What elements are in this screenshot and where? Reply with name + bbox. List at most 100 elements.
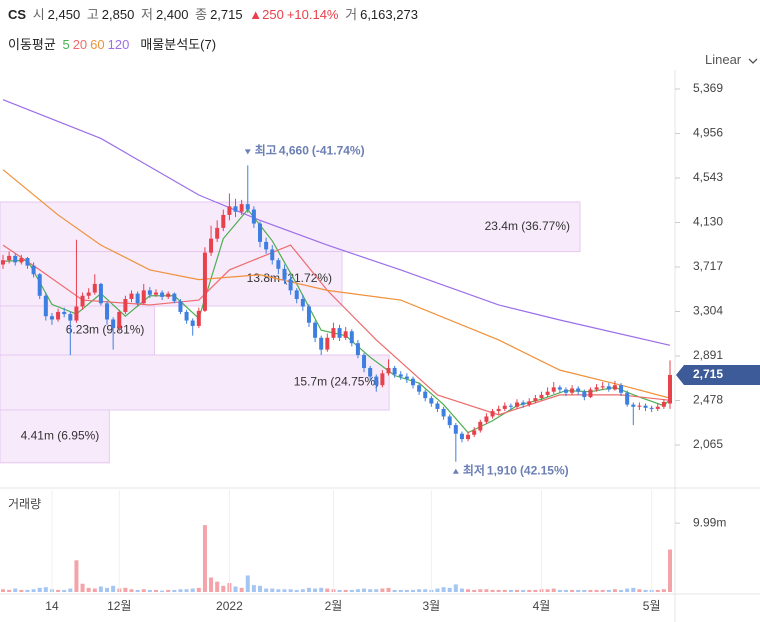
price-tag-label: 2,715	[693, 367, 723, 381]
candle-body	[582, 391, 587, 398]
volume-bar	[68, 588, 73, 592]
volume-bar	[643, 589, 648, 592]
candle-body	[643, 405, 648, 408]
candle-body	[25, 258, 30, 266]
volume-bar	[62, 589, 67, 592]
volume-bar	[521, 589, 526, 592]
profile-bar	[0, 409, 110, 464]
volume-bar	[417, 589, 422, 592]
candle-body	[270, 249, 275, 261]
profile-label[interactable]: 매물분석도(7)	[140, 37, 217, 52]
legend-entry[interactable]: 60	[90, 37, 105, 52]
candle-body	[306, 306, 311, 323]
volume-bar	[423, 589, 428, 592]
candle-body	[459, 433, 464, 440]
candle-body	[637, 405, 642, 407]
volume-bar	[368, 589, 373, 592]
candle-body	[362, 355, 367, 368]
high-label: 고	[86, 7, 99, 22]
candle-body	[80, 295, 85, 307]
volume-bar	[502, 589, 507, 592]
candle-body	[264, 241, 269, 250]
close-label: 종	[195, 7, 208, 22]
volume-bar	[551, 588, 556, 592]
volume-bar	[25, 589, 30, 592]
volume-bar	[570, 589, 575, 592]
volume-bar	[374, 589, 379, 592]
volume-bar	[1, 589, 5, 592]
volume-bar	[355, 589, 360, 592]
candle-body	[282, 268, 287, 280]
y-tick-label: 2,065	[693, 437, 723, 451]
volume-bar	[619, 589, 624, 592]
candle-body	[343, 331, 348, 338]
legend-entry[interactable]: 5	[62, 37, 70, 52]
volume-bar	[129, 589, 134, 592]
scale-label: Linear	[705, 52, 742, 67]
candle-body	[527, 401, 532, 405]
candle-body	[141, 290, 146, 304]
volume-bar	[466, 589, 471, 592]
candle-body	[588, 389, 593, 398]
candle-body	[410, 378, 415, 386]
volume-bar	[141, 589, 146, 592]
y-tick-label: 4,130	[693, 215, 723, 229]
volume-bar	[515, 589, 520, 592]
candle-body	[331, 328, 336, 338]
high: 2,850	[101, 7, 135, 22]
scale-toggle[interactable]: Linear	[705, 52, 758, 67]
legend[interactable]: 이동평균 5 20 60 120 매물분석도(7)	[8, 34, 219, 53]
candle-body	[631, 404, 636, 407]
volume-bar	[172, 589, 177, 592]
volume-bar	[245, 575, 250, 592]
candle-body	[202, 252, 207, 311]
x-tick-label: 12월	[107, 599, 131, 613]
candle-body	[423, 391, 428, 399]
legend-entry[interactable]: 20	[72, 37, 88, 52]
volume-bar	[319, 587, 324, 592]
candle-body	[551, 387, 556, 392]
volume-bar	[239, 587, 244, 592]
volume-bar	[264, 588, 269, 592]
candle-body	[515, 402, 520, 407]
volume-bar	[600, 589, 605, 592]
volume-bar	[221, 585, 226, 592]
volume-bar	[258, 585, 263, 592]
legend-entry[interactable]: 120	[107, 37, 130, 52]
volume-bar	[270, 588, 275, 592]
volume-bar	[453, 584, 458, 592]
ma-line	[2, 169, 671, 399]
volume-bar	[233, 586, 238, 592]
volume-bar	[178, 589, 183, 592]
price-tag	[676, 364, 760, 385]
volume-bar	[631, 587, 636, 592]
candle-body	[625, 392, 630, 405]
volume-title: 거래량	[8, 497, 41, 511]
candle-body	[215, 227, 220, 239]
candle-body	[417, 385, 422, 392]
volume-bar	[392, 589, 397, 592]
volume-bar	[19, 589, 24, 592]
volume-bar	[202, 525, 207, 592]
low-label: 저	[140, 7, 153, 22]
volume-bar	[282, 589, 287, 592]
candle-body	[441, 408, 446, 417]
candle-body	[325, 337, 330, 350]
volume-bar	[313, 588, 318, 592]
candle-body	[404, 376, 409, 379]
y-tick-label: 3,717	[693, 259, 723, 273]
volume-bar	[276, 589, 281, 592]
profile-bar	[0, 201, 581, 253]
candle-body	[123, 298, 128, 312]
volume-bar	[147, 589, 152, 592]
candle-body	[258, 223, 263, 242]
candle-body	[31, 265, 36, 275]
change: ▲250	[249, 7, 284, 22]
x-tick-label: 3월	[422, 599, 440, 613]
volume-bar	[410, 589, 415, 592]
y-tick-label: 4,956	[693, 126, 723, 140]
volume-bar	[490, 589, 495, 592]
annotation: 최저 1,910 (42.15%)	[463, 463, 569, 478]
candle-body	[337, 328, 342, 338]
